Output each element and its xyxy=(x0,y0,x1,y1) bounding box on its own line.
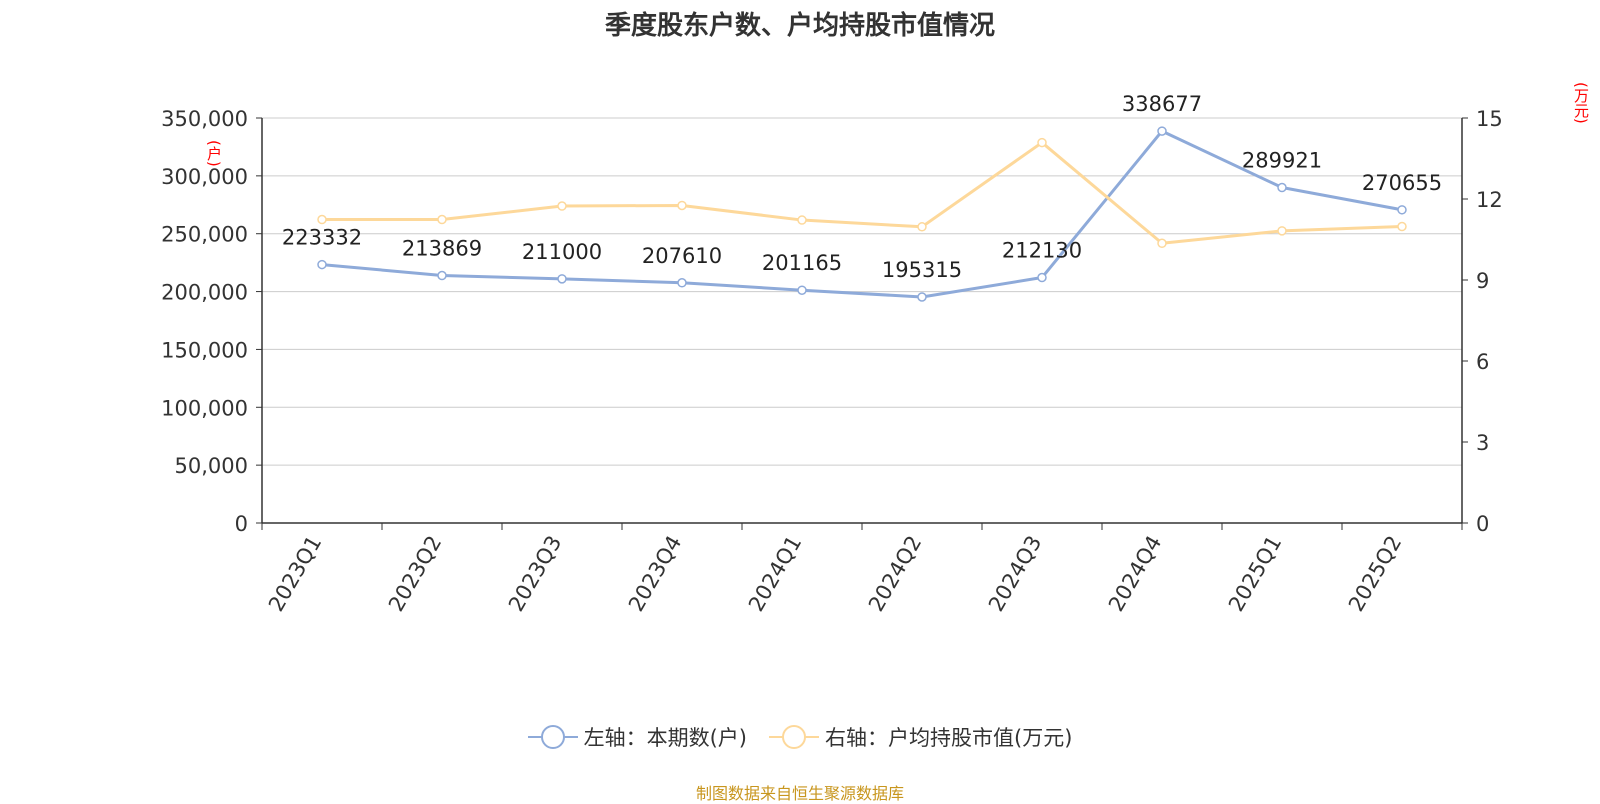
left-axis-tick-label: 250,000 xyxy=(161,223,248,247)
series xyxy=(317,126,1407,302)
data-label: 212130 xyxy=(1002,239,1082,263)
x-axis-category-label: 2024Q1 xyxy=(744,532,806,616)
left-axis-tick-label: 0 xyxy=(235,512,248,536)
series-line xyxy=(321,129,1403,299)
data-label: 201165 xyxy=(762,251,842,275)
right-axis-tick-label: 0 xyxy=(1476,512,1489,536)
data-point xyxy=(677,278,687,288)
data-point xyxy=(1037,272,1047,283)
data-point xyxy=(317,259,327,270)
legend-circle-line-icon xyxy=(769,725,819,749)
left-axis-tick-label: 300,000 xyxy=(161,165,248,189)
chart-title: 季度股东户数、户均持股市值情况 xyxy=(604,11,995,41)
data-label: 223332 xyxy=(282,226,362,250)
data-point xyxy=(1157,126,1167,136)
x-axis-category-label: 2023Q2 xyxy=(384,532,446,616)
x-axis-category-label: 2023Q3 xyxy=(504,532,566,616)
left-axis-tick-label: 200,000 xyxy=(161,281,248,305)
data-point xyxy=(797,285,807,295)
data-label: 270655 xyxy=(1362,171,1442,195)
data-point xyxy=(1397,205,1407,215)
left-axis-tick-label: 350,000 xyxy=(161,107,248,131)
legend-item-shareholders[interactable]: 左轴：本期数(户) xyxy=(527,722,747,752)
grid-lines xyxy=(262,117,1462,466)
legend-item-avg-value[interactable]: 右轴：户均持股市值(万元) xyxy=(769,722,1072,752)
x-axis-category-label: 2025Q2 xyxy=(1344,532,1406,616)
left-axis-tick-label: 150,000 xyxy=(161,338,248,362)
data-point xyxy=(1157,238,1167,249)
data-point xyxy=(317,214,327,225)
series-line xyxy=(322,141,1403,245)
data-label: 211000 xyxy=(522,240,602,264)
right-axis-unit: (万元) xyxy=(1572,82,1590,124)
data-point xyxy=(1037,137,1047,148)
left-axis-tick-label: 100,000 xyxy=(161,396,248,420)
data-label: 213869 xyxy=(402,237,482,261)
data-point xyxy=(557,274,567,284)
x-axis-category-label: 2024Q4 xyxy=(1104,532,1166,616)
data-point xyxy=(677,200,687,211)
axes: 0 50,000 100,000 150,000 200,000 250,000 300,0… xyxy=(161,107,1503,616)
data-point xyxy=(797,215,807,225)
data-point xyxy=(437,270,447,281)
left-axis-tick-label: 50,000 xyxy=(175,454,248,478)
data-label: 207610 xyxy=(642,244,722,268)
data-point xyxy=(1397,221,1407,232)
data-source-note: 制图数据来自恒生聚源数据库 xyxy=(695,784,904,803)
data-point xyxy=(917,292,927,302)
x-axis-category-label: 2025Q1 xyxy=(1224,532,1286,616)
data-label: 338677 xyxy=(1122,92,1202,116)
right-axis-tick-label: 12 xyxy=(1476,188,1503,212)
data-point xyxy=(557,201,567,211)
x-axis-category-label: 2023Q1 xyxy=(264,532,326,616)
left-axis-unit: (户) xyxy=(205,140,223,167)
data-point xyxy=(437,214,447,225)
x-axis-category-label: 2024Q2 xyxy=(864,532,926,616)
legend-label: 右轴：户均持股市值(万元) xyxy=(825,726,1073,750)
data-point xyxy=(1277,182,1287,193)
x-axis-category-label: 2024Q3 xyxy=(984,532,1046,616)
right-axis-tick-label: 3 xyxy=(1476,431,1489,455)
data-label: 289921 xyxy=(1242,149,1322,173)
data-label: 195315 xyxy=(882,258,962,282)
right-axis-tick-label: 9 xyxy=(1476,269,1489,293)
legend: 左轴：本期数(户) 右轴：户均持股市值(万元) xyxy=(0,722,1600,752)
data-labels: 223332 213869 211000 207610 201165 195315 2121… xyxy=(282,92,1442,282)
x-axis-category-label: 2023Q4 xyxy=(624,532,686,616)
data-point xyxy=(1277,226,1287,236)
legend-label: 左轴：本期数(户) xyxy=(583,726,747,750)
right-axis-tick-label: 6 xyxy=(1476,350,1489,374)
data-point xyxy=(917,222,927,232)
right-axis-tick-label: 15 xyxy=(1476,107,1503,131)
legend-circle-line-icon xyxy=(527,725,578,749)
